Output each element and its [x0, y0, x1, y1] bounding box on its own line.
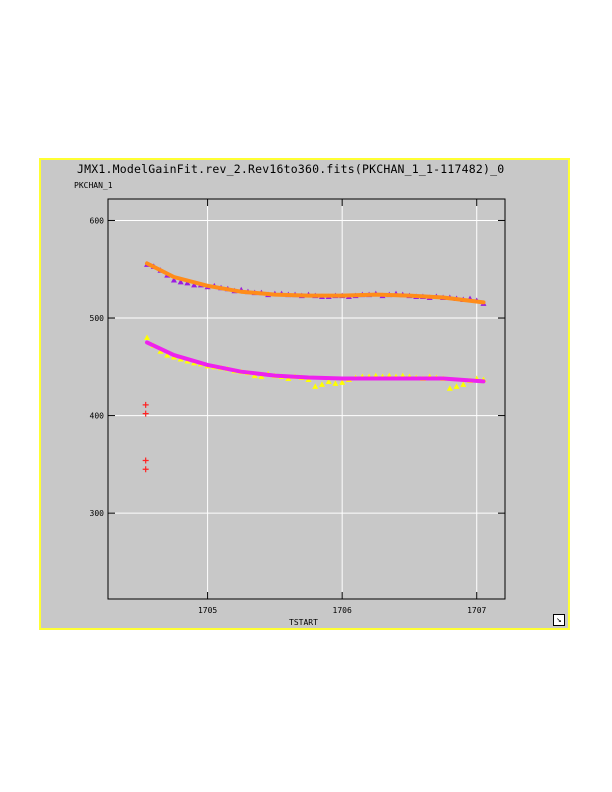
plus-point: [142, 457, 149, 464]
plus-point: [142, 401, 149, 408]
data-point: [184, 279, 191, 286]
data-point: [312, 383, 319, 389]
data-point: [332, 380, 339, 386]
x-tick-label: 1707: [467, 606, 486, 615]
chart-title: JMX1.ModelGainFit.rev_2.Rev16to360.fits(…: [77, 162, 505, 176]
axis-frame: [107, 198, 506, 600]
data-point: [164, 352, 171, 358]
plus-point: [142, 466, 149, 473]
fit-curve: [145, 340, 486, 384]
y-tick-label: 500: [90, 314, 105, 323]
data-point: [258, 373, 265, 380]
data-point: [318, 381, 325, 387]
x-axis-label: TSTART: [289, 618, 318, 627]
resize-arrow-icon[interactable]: ↘: [553, 614, 565, 626]
y-tick-label: 300: [90, 509, 105, 518]
data-point: [339, 379, 346, 385]
plot-window: 300 400 500 600 1705 1706 1707 JMX1.ModelGainF…: [39, 158, 570, 630]
plus-point: [142, 410, 149, 417]
data-point: [453, 383, 460, 389]
data-point: [446, 385, 453, 391]
data-point: [325, 378, 332, 384]
data-point: [251, 372, 258, 379]
x-tick-label: 1706: [333, 606, 352, 615]
y-tick-label: 600: [90, 216, 105, 225]
data-point: [460, 381, 467, 387]
data-point: [144, 334, 151, 341]
y-axis-label: PKCHAN_1: [74, 181, 113, 190]
data-point: [170, 276, 177, 283]
fit-curve: [145, 261, 486, 305]
data-point: [177, 278, 184, 285]
chart-area: 300 400 500 600 1705 1706 1707: [90, 198, 506, 615]
data-point: [191, 281, 198, 288]
y-tick-label: 400: [90, 412, 105, 421]
x-tick-label: 1705: [198, 606, 217, 615]
plot-background: [108, 199, 505, 599]
